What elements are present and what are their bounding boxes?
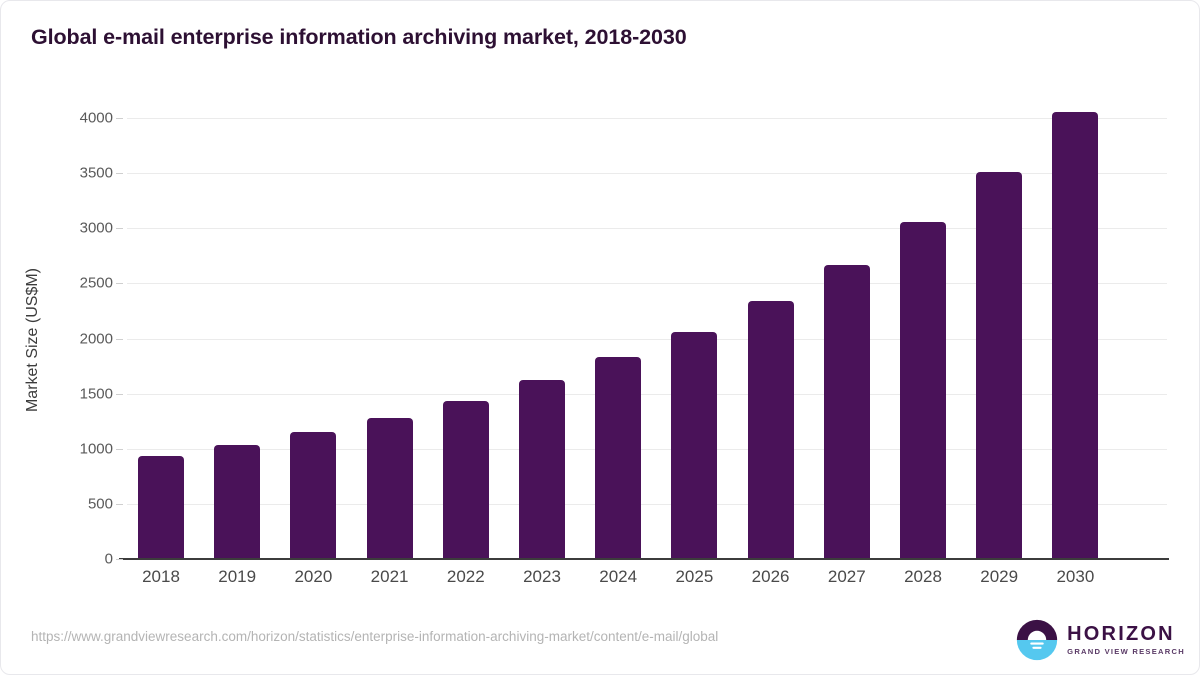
y-tick-mark bbox=[116, 448, 123, 450]
logo-tagline: GRAND VIEW RESEARCH bbox=[1067, 647, 1185, 657]
bar[interactable] bbox=[595, 357, 642, 559]
y-tick-label: 0 bbox=[104, 550, 113, 568]
y-tick-mark bbox=[116, 338, 123, 340]
y-tick-mark bbox=[116, 118, 123, 119]
bar[interactable] bbox=[747, 301, 794, 559]
page-title: Global e-mail enterprise information arc… bbox=[31, 25, 687, 49]
x-tick-label: 2029 bbox=[980, 567, 1019, 586]
horizon-sunrise-logo-icon bbox=[1016, 619, 1058, 661]
x-tick-label: 2027 bbox=[827, 567, 866, 586]
gridline bbox=[127, 393, 1167, 395]
bar[interactable] bbox=[138, 456, 184, 559]
y-tick-mark bbox=[116, 393, 123, 395]
x-axis-line bbox=[119, 558, 1169, 560]
x-tick-label: 2026 bbox=[751, 567, 790, 586]
gridline bbox=[127, 228, 1167, 230]
bar[interactable] bbox=[1052, 112, 1099, 559]
bar[interactable] bbox=[671, 332, 718, 559]
y-axis: 0 500 1000 1500 2000 2500 3000 3500 4000 bbox=[1, 1, 113, 674]
plot-area bbox=[127, 107, 1167, 559]
bar[interactable] bbox=[290, 432, 337, 559]
bar[interactable] bbox=[519, 380, 565, 559]
x-tick-label: 2025 bbox=[675, 567, 714, 586]
x-tick-label: 2018 bbox=[142, 567, 180, 586]
source-url[interactable]: https://www.grandviewresearch.com/horizo… bbox=[31, 629, 719, 644]
x-tick-label: 2024 bbox=[599, 567, 638, 586]
bar[interactable] bbox=[214, 445, 261, 559]
x-tick-label: 2023 bbox=[523, 567, 561, 586]
y-tick-label: 4000 bbox=[79, 109, 113, 127]
x-tick-label: 2019 bbox=[218, 567, 257, 586]
bar[interactable] bbox=[823, 265, 870, 559]
y-tick-label: 2000 bbox=[79, 330, 113, 347]
logo-wordmark: HORIZON bbox=[1067, 623, 1175, 646]
y-tick-mark bbox=[116, 283, 123, 285]
x-tick-label: 2028 bbox=[904, 567, 942, 586]
x-tick-label: 2030 bbox=[1056, 567, 1095, 586]
gridline bbox=[127, 448, 1167, 450]
gridline bbox=[127, 338, 1167, 340]
y-axis-title: Market Size (US$M) bbox=[24, 267, 41, 413]
gridline bbox=[127, 503, 1167, 505]
brand-logo[interactable]: HORIZON GRAND VIEW RESEARCH bbox=[1016, 619, 1185, 661]
gridline bbox=[127, 173, 1167, 175]
gridline bbox=[127, 283, 1167, 285]
bar[interactable] bbox=[366, 418, 413, 559]
y-tick-mark bbox=[116, 559, 123, 560]
y-tick-label: 1500 bbox=[79, 385, 113, 403]
y-tick-label: 1000 bbox=[79, 440, 113, 458]
y-tick-label: 3500 bbox=[79, 164, 113, 182]
logo-text: HORIZON GRAND VIEW RESEARCH bbox=[1067, 624, 1185, 656]
x-tick-label: 2021 bbox=[370, 567, 409, 586]
bar[interactable] bbox=[900, 221, 946, 559]
y-tick-label: 2500 bbox=[79, 274, 113, 292]
y-tick-mark bbox=[116, 503, 123, 505]
y-tick-mark bbox=[116, 228, 123, 230]
x-tick-label: 2020 bbox=[294, 567, 333, 586]
y-tick-label: 3000 bbox=[79, 219, 113, 237]
y-tick-label: 500 bbox=[87, 495, 113, 513]
bar[interactable] bbox=[442, 401, 489, 559]
gridline bbox=[127, 118, 1167, 119]
y-tick-mark bbox=[116, 173, 123, 175]
x-tick-label: 2022 bbox=[446, 567, 485, 586]
bar[interactable] bbox=[976, 172, 1023, 559]
